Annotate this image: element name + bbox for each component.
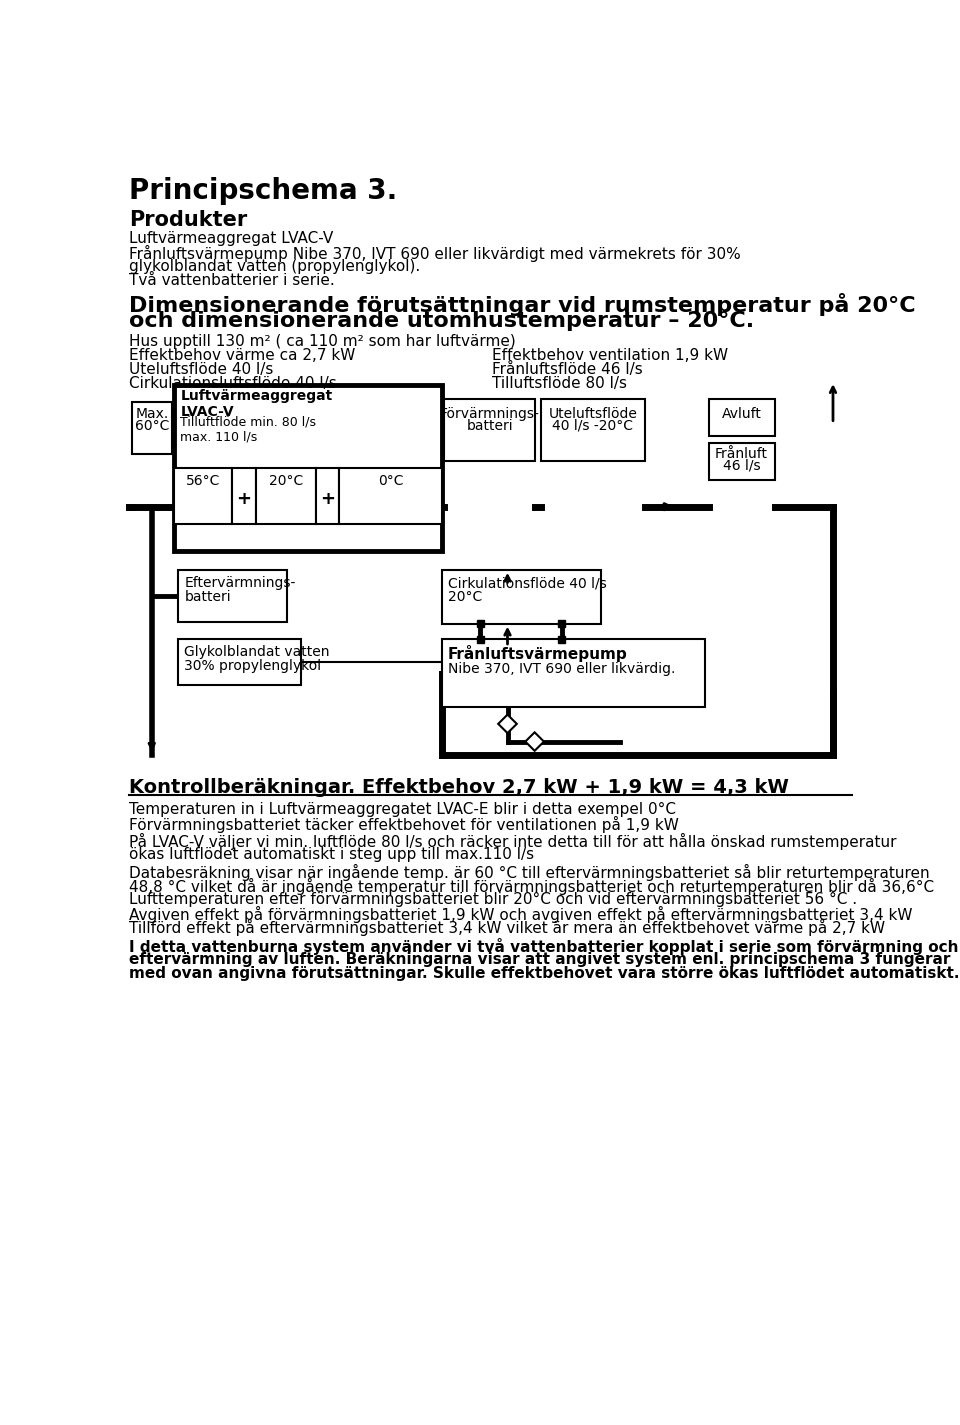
Polygon shape (498, 714, 516, 732)
Text: 48,8 °C vilket då är ingående temperatur till förvärmningsbatteriet och returtem: 48,8 °C vilket då är ingående temperatur… (130, 878, 934, 895)
Text: Uteluftsflöde: Uteluftsflöde (548, 406, 637, 420)
Bar (232, 469, 255, 524)
Text: Tilluftsflöde 80 l/s: Tilluftsflöde 80 l/s (492, 376, 627, 390)
Bar (559, 636, 565, 643)
Text: Kontrollberäkningar. Effektbehov 2,7 kW + 1,9 kW = 4,3 kW: Kontrollberäkningar. Effektbehov 2,7 kW … (130, 778, 789, 797)
Text: Frånluftsvärmepump: Frånluftsvärmepump (447, 646, 628, 663)
Text: Dimensionerande förutsättningar vid rumstemperatur på 20°C: Dimensionerande förutsättningar vid rums… (130, 292, 916, 316)
Text: Avluft: Avluft (722, 406, 761, 420)
Text: Frånluft: Frånluft (715, 446, 768, 460)
Text: Max.: Max. (135, 406, 168, 420)
Text: 46 l/s: 46 l/s (723, 459, 760, 473)
Text: +: + (321, 490, 335, 507)
Text: Principschema 3.: Principschema 3. (130, 177, 397, 205)
Text: batteri: batteri (467, 419, 513, 433)
Text: Temperaturen in i Luftvärmeaggregatet LVAC-E blir i detta exempel 0°C: Temperaturen in i Luftvärmeaggregatet LV… (130, 802, 676, 818)
Text: Frånluftsflöde 46 l/s: Frånluftsflöde 46 l/s (492, 362, 643, 378)
Text: Hus upptill 130 m² ( ca 110 m² som har luftvärme): Hus upptill 130 m² ( ca 110 m² som har l… (130, 335, 516, 349)
Text: 30% propylenglykol: 30% propylenglykol (184, 660, 322, 673)
Text: glykolblandat vatten (propylenglykol).: glykolblandat vatten (propylenglykol). (130, 259, 420, 274)
Text: Tillförd effekt på eftervärmningsbatteriet 3,4 kW vilket är mera än effektbehove: Tillförd effekt på eftervärmningsbatteri… (130, 919, 885, 936)
Text: Glykolblandat vatten: Glykolblandat vatten (184, 646, 330, 660)
Bar (709, 399, 775, 436)
Text: och dimensionerande utomhustemperatur – 20°C.: och dimensionerande utomhustemperatur – … (130, 311, 755, 331)
Bar (442, 570, 601, 624)
Text: På LVAC-V väljer vi min. luftflöde 80 l/s och räcker inte detta till för att hål: På LVAC-V väljer vi min. luftflöde 80 l/… (130, 834, 897, 851)
Text: Frånluftsvärmepump Nibe 370, IVT 690 eller likvärdigt med värmekrets för 30%: Frånluftsvärmepump Nibe 370, IVT 690 ell… (130, 245, 741, 262)
Text: Två vattenbatterier i serie.: Två vattenbatterier i serie. (130, 272, 335, 288)
Bar (442, 640, 706, 707)
Text: ökas luftflödet automatiskt i steg upp till max.110 l/s: ökas luftflödet automatiskt i steg upp t… (130, 846, 535, 862)
Bar (709, 443, 775, 480)
Text: Avgiven effekt på förvärmningsbatteriet 1,9 kW och avgiven effekt på eftervärmni: Avgiven effekt på förvärmningsbatteriet … (130, 905, 913, 922)
Bar (540, 399, 645, 460)
Text: Förvärmnings-: Förvärmnings- (440, 406, 540, 420)
Bar (175, 469, 232, 524)
Bar (132, 402, 172, 455)
Text: Luftvärmeaggregat LVAC-V: Luftvärmeaggregat LVAC-V (130, 231, 333, 247)
Bar (444, 399, 536, 460)
Text: Effektbehov värme ca 2,7 kW: Effektbehov värme ca 2,7 kW (130, 348, 355, 363)
Text: 20°C: 20°C (269, 475, 303, 489)
Text: eftervärmning av luften. Beräkningarna visar att angivet system enl. principsche: eftervärmning av luften. Beräkningarna v… (130, 952, 950, 966)
Bar (477, 620, 484, 627)
Text: Effektbehov ventilation 1,9 kW: Effektbehov ventilation 1,9 kW (492, 348, 728, 363)
Text: I detta vattenburna system använder vi två vattenbatterier kopplat i serie som f: I detta vattenburna system använder vi t… (130, 938, 959, 955)
Bar (179, 570, 287, 623)
Bar (175, 385, 442, 550)
Text: Produkter: Produkter (130, 209, 248, 229)
Text: Eftervärmnings-: Eftervärmnings- (184, 576, 296, 590)
Text: +: + (236, 490, 252, 507)
Text: Förvärmningsbatteriet täcker effektbehovet för ventilationen på 1,9 kW: Förvärmningsbatteriet täcker effektbehov… (130, 817, 679, 834)
Text: Luftvärmeaggregat
LVAC-V: Luftvärmeaggregat LVAC-V (180, 389, 333, 419)
Bar (179, 640, 300, 685)
Text: 0°C: 0°C (377, 475, 403, 489)
Text: 60°C: 60°C (134, 419, 169, 433)
Text: 20°C: 20°C (447, 590, 482, 604)
Bar (559, 620, 565, 627)
Bar (255, 469, 316, 524)
Text: Nibe 370, IVT 690 eller likvärdig.: Nibe 370, IVT 690 eller likvärdig. (447, 663, 675, 677)
Text: 56°C: 56°C (185, 475, 220, 489)
Text: batteri: batteri (184, 590, 231, 604)
Bar (316, 469, 339, 524)
Bar (339, 469, 442, 524)
Text: Cirkulationsflöde 40 l/s: Cirkulationsflöde 40 l/s (447, 576, 607, 590)
Text: Databesräkning visar när ingående temp. är 60 °C till eftervärmningsbatteriet så: Databesräkning visar när ingående temp. … (130, 864, 930, 881)
Text: Tilluftflöde min. 80 l/s
max. 110 l/s: Tilluftflöde min. 80 l/s max. 110 l/s (180, 416, 317, 443)
Text: Uteluftsflöde 40 l/s: Uteluftsflöde 40 l/s (130, 362, 274, 378)
Bar (477, 636, 484, 643)
Text: 40 l/s -20°C: 40 l/s -20°C (552, 419, 634, 433)
Polygon shape (525, 732, 544, 751)
Text: med ovan angivna förutsättningar. Skulle effektbehovet vara större ökas luftflöd: med ovan angivna förutsättningar. Skulle… (130, 966, 960, 980)
Text: Cirkulationsluftsflöde 40 l/s: Cirkulationsluftsflöde 40 l/s (130, 376, 337, 390)
Text: Lufttemperaturen efter förvärmningsbatteriet blir 20°C och vid eftervärmningsbat: Lufttemperaturen efter förvärmningsbatte… (130, 892, 857, 906)
